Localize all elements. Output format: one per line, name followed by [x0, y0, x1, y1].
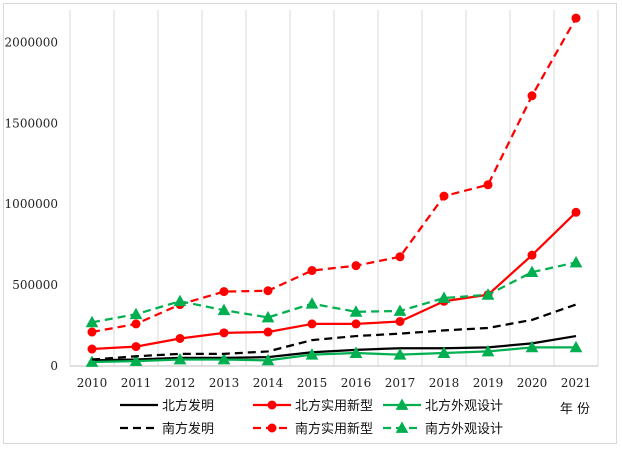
x-axis-title: 年 份 [560, 402, 590, 417]
data-point [305, 297, 319, 309]
x-tick-label: 2011 [121, 376, 152, 390]
y-tick-label: 2000000 [5, 35, 58, 49]
legend-label: 南方实用新型 [295, 421, 373, 437]
data-point [307, 319, 317, 329]
legend-item: 北方实用新型 [253, 398, 373, 414]
legend-marker [267, 400, 277, 410]
data-point [305, 348, 319, 360]
legend-item: 南方发明 [120, 421, 214, 437]
x-tick-label: 2017 [385, 376, 416, 390]
data-point [527, 91, 537, 101]
legend-item: 北方外观设计 [383, 398, 503, 414]
data-point [219, 287, 229, 297]
legend-item: 南方外观设计 [383, 421, 503, 437]
data-point [525, 265, 539, 278]
y-tick-label: 1500000 [5, 116, 58, 130]
series-5 [87, 13, 581, 337]
legend-item: 北方发明 [120, 398, 214, 414]
series-1 [91, 334, 577, 362]
x-tick-label: 2014 [253, 376, 284, 390]
data-point [261, 310, 275, 323]
series-line [91, 303, 577, 361]
data-point [395, 252, 405, 262]
legend-label: 北方外观设计 [425, 398, 503, 414]
y-tick-label: 1000000 [5, 197, 58, 211]
series-line [91, 346, 576, 364]
data-point [571, 13, 581, 23]
series-6 [85, 255, 583, 328]
x-tick-label: 2016 [341, 376, 372, 390]
x-tick-label: 2021 [561, 376, 592, 390]
data-point [569, 255, 583, 268]
data-point [439, 191, 449, 201]
data-point [351, 319, 361, 329]
data-point [351, 261, 361, 271]
data-point [131, 342, 141, 352]
series-4 [91, 303, 577, 361]
data-point [173, 294, 187, 307]
y-tick-label: 500000 [12, 278, 58, 292]
data-point [437, 291, 451, 303]
data-point [261, 353, 275, 366]
data-point [263, 286, 273, 296]
series-line [91, 211, 577, 351]
data-point [131, 319, 141, 329]
x-tick-label: 2019 [473, 376, 504, 390]
series-line [91, 261, 577, 324]
data-point [393, 348, 407, 360]
series-line [91, 17, 577, 334]
data-point [481, 344, 495, 357]
data-point [307, 266, 317, 276]
legend-marker [267, 423, 277, 433]
x-tick-label: 2013 [209, 376, 240, 390]
x-tick-label: 2020 [517, 376, 548, 390]
data-point [571, 207, 581, 217]
legend-marker [395, 421, 409, 433]
data-point [483, 180, 493, 190]
legend-label: 北方实用新型 [295, 398, 373, 414]
data-point [129, 307, 143, 320]
y-tick-label: 0 [50, 359, 58, 373]
data-point [85, 315, 99, 328]
x-tick-label: 2010 [77, 376, 108, 390]
series-3 [85, 340, 583, 367]
data-point [87, 344, 97, 354]
x-tick-label: 2015 [297, 376, 328, 390]
legend-label: 北方发明 [162, 398, 214, 414]
data-point [87, 327, 97, 337]
data-point [527, 250, 537, 260]
legend-marker [395, 398, 409, 410]
chart-frame [3, 3, 617, 444]
data-point [263, 327, 273, 337]
data-point [393, 304, 407, 316]
data-point [175, 333, 185, 343]
legend-item: 南方实用新型 [253, 421, 373, 437]
data-point [395, 317, 405, 326]
data-point [481, 288, 495, 300]
legend-label: 南方外观设计 [425, 421, 503, 437]
data-point [349, 346, 363, 358]
data-point [85, 355, 99, 367]
x-tick-label: 2018 [429, 376, 460, 390]
data-point [525, 340, 539, 353]
data-point [349, 305, 363, 317]
data-point [569, 340, 583, 353]
data-point [437, 346, 451, 358]
x-tick-label: 2012 [165, 376, 196, 390]
data-point [129, 354, 143, 367]
series-line [91, 334, 577, 362]
data-point [217, 303, 231, 316]
legend-label: 南方发明 [162, 421, 214, 437]
data-point [219, 328, 229, 338]
data-point [173, 352, 187, 365]
data-point [217, 352, 231, 365]
